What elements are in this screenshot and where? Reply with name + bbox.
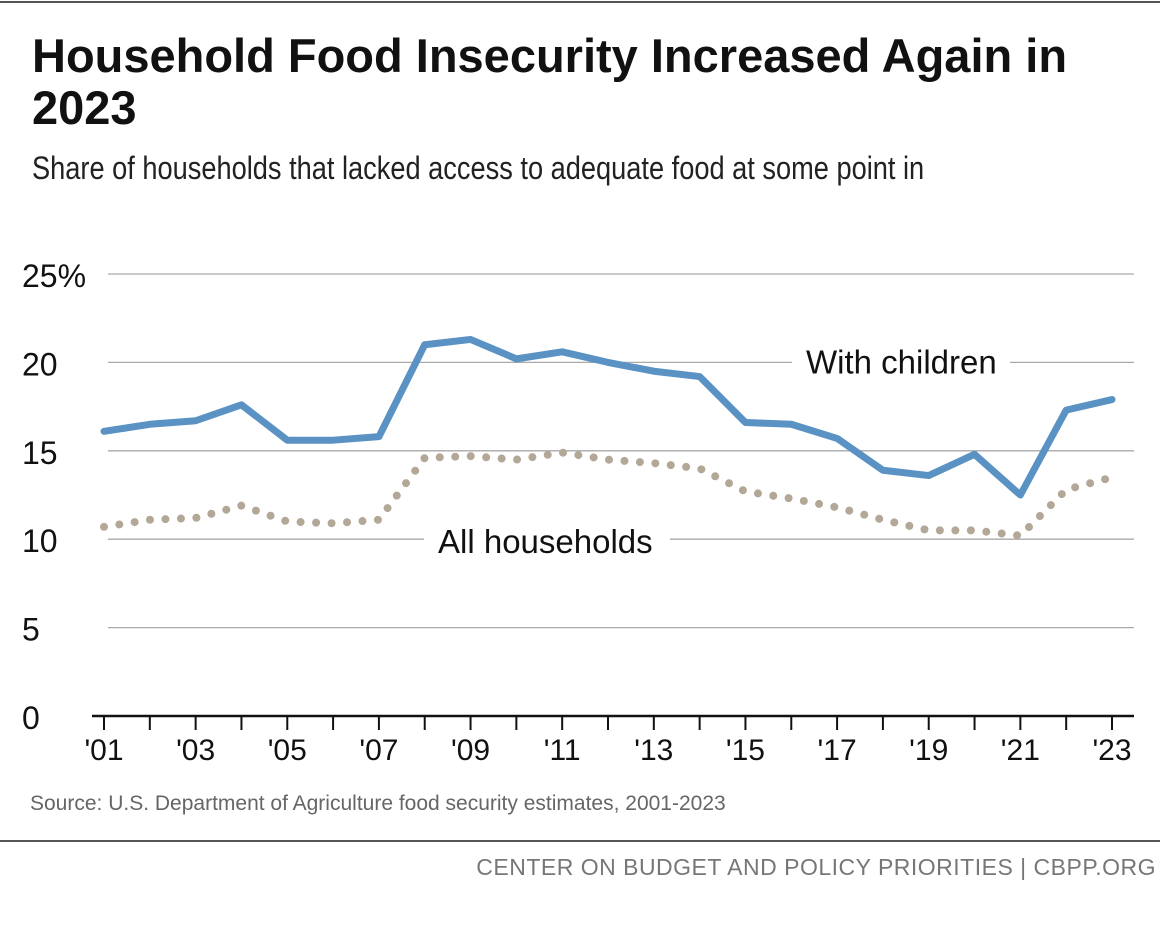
- label-background: [424, 519, 670, 560]
- source-note: Source: U.S. Department of Agriculture f…: [30, 792, 726, 815]
- footer-divider: [0, 840, 1160, 842]
- series-label-with-children: With children: [806, 343, 997, 380]
- x-tick-label: '11: [544, 734, 581, 767]
- x-tick-label: '09: [451, 734, 490, 767]
- x-tick-label: '19: [909, 734, 948, 767]
- y-tick-label: 10: [22, 523, 58, 559]
- y-tick-label: 5: [22, 612, 40, 648]
- x-tick-label: '05: [268, 734, 307, 767]
- y-tick-label: 0: [22, 700, 40, 736]
- y-tick-label: 15: [22, 435, 58, 471]
- x-tick-label: '03: [176, 734, 215, 767]
- chart-title: Household Food Insecurity Increased Agai…: [32, 29, 1068, 134]
- x-tick-label: '01: [84, 734, 123, 767]
- x-tick-label: '15: [726, 734, 765, 767]
- x-tick-label: '23: [1092, 734, 1131, 767]
- x-tick-label: '21: [1001, 734, 1040, 767]
- all-households-line: [100, 448, 1116, 540]
- top-border: [0, 1, 1160, 3]
- x-tick-label: '07: [359, 734, 398, 767]
- x-tick-label: '13: [634, 734, 673, 767]
- chart-subtitle: Share of households that lacked access t…: [32, 150, 925, 186]
- footer-credit: CENTER ON BUDGET AND POLICY PRIORITIES |…: [476, 854, 1156, 880]
- y-tick-label: 20: [22, 346, 58, 382]
- series-label-all-households: All households: [438, 523, 653, 560]
- y-tick-label: 25%: [22, 258, 86, 294]
- with-children-line: [100, 335, 1116, 499]
- label-background: [792, 342, 1010, 383]
- x-tick-label: '17: [818, 734, 857, 767]
- line-chart: 0 5 10 15 20 25% '01 '03 '05 '07 '09 '11 '13 '15 '17 '1…: [22, 258, 1134, 767]
